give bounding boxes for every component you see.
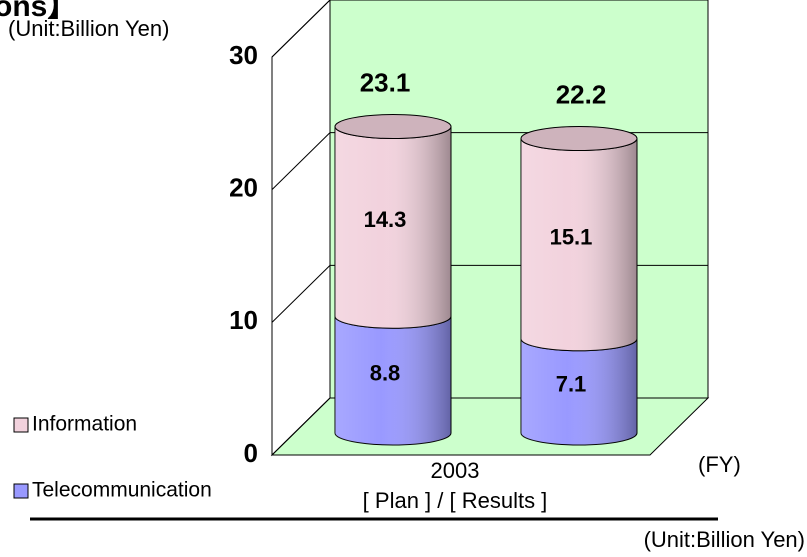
cylinder-shade (335, 126, 451, 329)
cylinder-top (334, 114, 452, 140)
grid-line-side (271, 0, 331, 58)
value-label: 8.8 (370, 360, 401, 385)
value-label: 14.3 (364, 207, 407, 232)
y-tick-label: 10 (229, 305, 258, 335)
value-label: 15.1 (550, 224, 593, 249)
legend-swatch (13, 417, 29, 433)
unit-bottom: (Unit:Billion Yen) (644, 527, 805, 552)
legend-swatch (13, 483, 29, 499)
grid-line-side (271, 397, 331, 456)
unit-top: (Unit:Billion Yen) (8, 16, 169, 41)
total-label: 23.1 (360, 67, 411, 97)
grid-line-side (271, 264, 331, 323)
y-tick-label: 30 (229, 40, 258, 70)
y-tick-label: 20 (229, 173, 258, 203)
grid-line-side (271, 132, 331, 191)
x-label: 2003 (431, 458, 480, 483)
legend-label: Information (32, 413, 137, 436)
x-sublabel: [ Plan ] / [ Results ] (363, 488, 548, 513)
side-wall (271, 0, 331, 457)
cylinder-shade (521, 138, 637, 351)
total-label: 22.2 (556, 79, 607, 109)
x-unit: (FY) (698, 452, 741, 477)
legend-label: Telecommunication (32, 479, 212, 502)
cylinder-shade (335, 316, 451, 445)
cylinder-shade (521, 338, 637, 445)
title-fragment: ons】 (0, 0, 77, 23)
cylinder-top (520, 125, 638, 151)
y-tick-label: 0 (244, 438, 258, 468)
value-label: 7.1 (556, 372, 587, 397)
